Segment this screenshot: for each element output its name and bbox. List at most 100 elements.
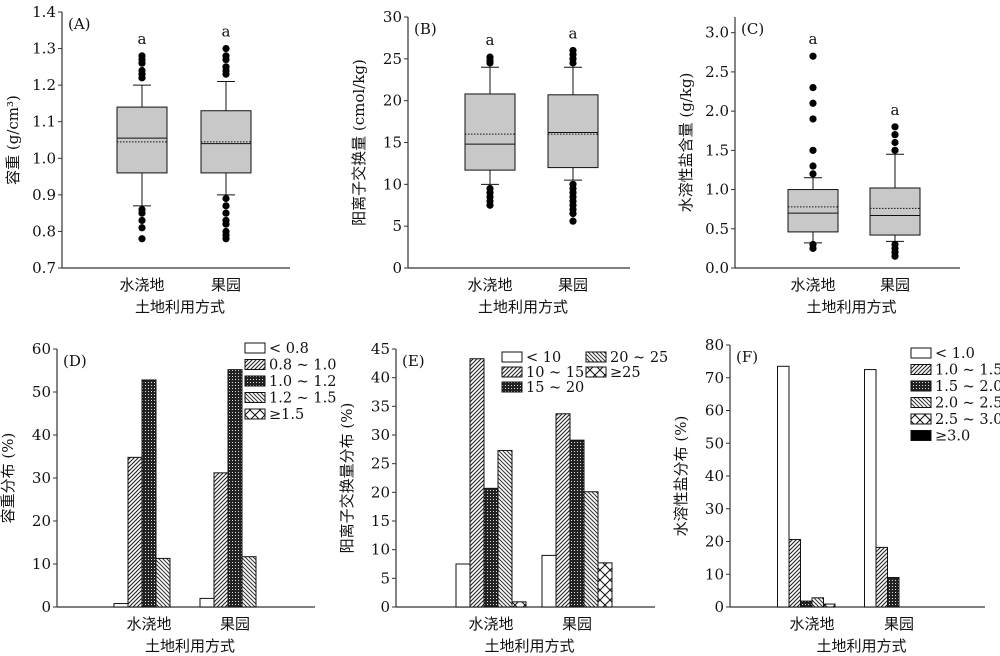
y-tick-label: 40 [371, 369, 390, 387]
y-tick-label: 3.0 [705, 24, 729, 42]
x-tick-label: 水浇地 [467, 276, 512, 294]
x-tick-label: 水浇地 [126, 615, 171, 633]
y-tick-label: 10 [371, 541, 390, 559]
bar [788, 539, 801, 608]
y-tick-label: 20 [32, 512, 51, 530]
outlier-point [222, 194, 230, 203]
x-tick-label: 果园 [558, 276, 588, 294]
y-tick-label: 0.5 [705, 220, 729, 238]
bar [141, 379, 157, 608]
box-0: a [464, 31, 516, 209]
box-1: a [547, 24, 599, 225]
legend-swatch [244, 359, 266, 370]
y-tick-label: 80 [705, 336, 724, 354]
y-tick-label: 5 [392, 217, 402, 235]
outlier-point [569, 180, 577, 188]
y-tick-label: 25 [371, 455, 390, 473]
legend-label: 10 ~ 15 [526, 365, 584, 381]
bar [583, 491, 599, 608]
bar [241, 556, 257, 608]
box-iqr [464, 93, 516, 171]
y-tick-label: 60 [705, 402, 724, 420]
x-tick-label: 果园 [562, 615, 592, 633]
y-axis-label: 水溶性盐含量 (g/kg) [677, 73, 695, 213]
legend-label: < 10 [526, 350, 561, 366]
outlier-point [569, 217, 577, 225]
outlier-point [138, 235, 146, 243]
y-tick-label: 1.3 [32, 40, 56, 58]
outlier-point [222, 44, 230, 53]
legend-label: 1.2 ~ 1.5 [269, 391, 337, 407]
box-1: a [869, 101, 921, 260]
legend-swatch [244, 375, 266, 387]
legend-swatch [244, 408, 266, 420]
y-tick-label: 1.5 [705, 141, 729, 159]
legend-swatch [910, 364, 932, 375]
bar [497, 449, 513, 608]
outlier-point [486, 184, 494, 193]
y-tick-label: 20 [705, 533, 724, 551]
legend-label: ≥3.0 [935, 429, 970, 445]
y-tick-label: 15 [383, 134, 402, 152]
significance-letter: a [486, 31, 495, 49]
y-tick-label: 0 [714, 598, 724, 616]
legend-swatch [910, 380, 932, 392]
outlier-point [809, 52, 817, 60]
y-tick-label: 50 [32, 383, 51, 401]
bar [555, 413, 571, 608]
y-tick-label: 1.0 [705, 181, 729, 199]
legend-label: 2.5 ~ 3.0 [935, 412, 1000, 428]
x-tick-label: 水浇地 [119, 276, 164, 294]
bar [864, 369, 877, 608]
y-tick-label: 10 [32, 555, 51, 573]
bar [213, 472, 229, 608]
legend-label: ≥25 [610, 365, 641, 381]
bar [199, 597, 215, 608]
legend-swatch [501, 366, 523, 378]
y-tick-label: 30 [383, 8, 402, 26]
y-tick-label: 45 [371, 340, 390, 358]
y-axis-label: 容重 (g/cm³) [4, 95, 22, 185]
bar [469, 358, 485, 608]
box-0: a [116, 30, 168, 243]
outlier-point [138, 216, 146, 225]
outlier-point [809, 83, 817, 92]
y-axis-label: 容重分布 (%) [0, 433, 17, 524]
bar [811, 597, 824, 608]
bar [569, 439, 585, 608]
box-iqr [869, 187, 921, 236]
panel-label: (D) [63, 352, 87, 370]
y-tick-label: 0.9 [32, 186, 56, 204]
y-tick-label: 2.0 [705, 102, 729, 120]
bar [455, 563, 471, 608]
box-iqr [547, 94, 599, 169]
x-axis-label: 土地利用方式 [135, 298, 225, 316]
y-tick-label: 0.0 [705, 259, 729, 277]
outlier-point [891, 138, 899, 147]
outlier-point [891, 123, 899, 131]
x-tick-label: 果园 [211, 276, 241, 294]
panel-label: (E) [402, 352, 425, 370]
legend-swatch [585, 366, 607, 378]
y-tick-label: 0.8 [32, 222, 56, 240]
legend-swatch [910, 397, 932, 408]
legend-swatch [501, 381, 523, 393]
outlier-point [891, 240, 899, 249]
significance-letter: a [809, 30, 818, 48]
significance-letter: a [222, 23, 231, 41]
bar [823, 603, 836, 608]
y-tick-label: 15 [371, 512, 390, 530]
outlier-point [138, 205, 146, 214]
x-axis-label: 土地利用方式 [478, 298, 568, 316]
legend-label: ≥1.5 [269, 407, 304, 423]
legend-label: 20 ~ 25 [610, 350, 668, 366]
bar [227, 369, 243, 608]
y-tick-label: 50 [705, 434, 724, 452]
outlier-point [809, 240, 817, 249]
bar [113, 603, 129, 608]
